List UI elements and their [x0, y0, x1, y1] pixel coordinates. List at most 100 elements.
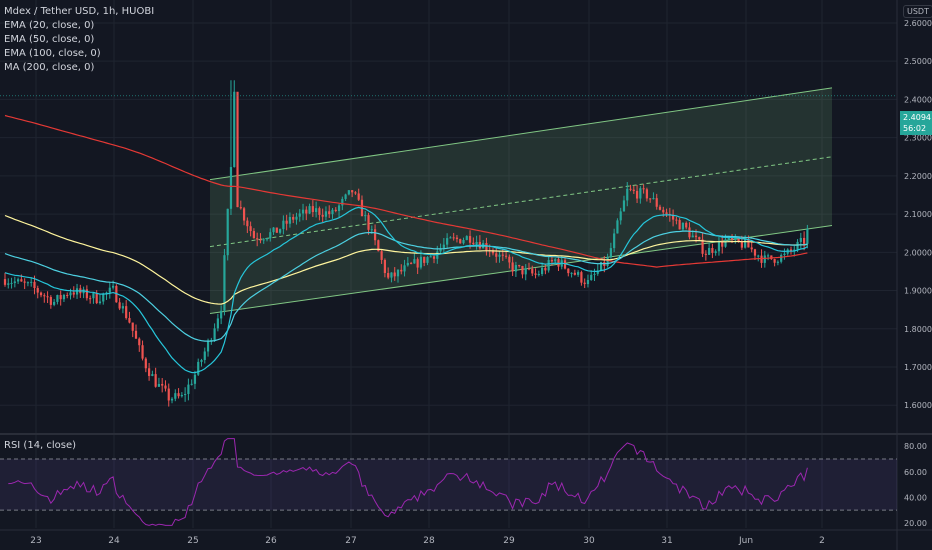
candle-body	[324, 211, 328, 217]
bar-countdown: 56:02	[903, 124, 927, 133]
candle-body	[681, 222, 685, 230]
candle-body	[357, 193, 360, 200]
candle-body	[799, 237, 802, 242]
candle-body	[541, 267, 544, 275]
candle-body	[170, 398, 174, 401]
candle-body	[56, 295, 59, 302]
candle-body	[102, 293, 105, 302]
candle-body	[46, 296, 49, 298]
legend-ema100[interactable]: EMA (100, close, 0)	[4, 48, 101, 59]
candle-body	[62, 294, 66, 300]
candle-body	[724, 239, 727, 247]
candle-body	[292, 217, 295, 220]
candle-body	[95, 292, 98, 304]
candle-body	[203, 351, 206, 360]
candle-body	[423, 256, 426, 263]
currency-badge[interactable]: USDT	[903, 5, 932, 18]
price-axis[interactable]: 2.6000 2.5000 2.4000 2.3000 2.2000 2.1000 2.00…	[904, 19, 932, 528]
candle-body	[501, 254, 504, 256]
candle-body	[174, 393, 177, 399]
candle-body	[23, 281, 26, 283]
candle-body	[704, 253, 707, 255]
candle-body	[30, 281, 33, 283]
candle-body	[347, 190, 350, 195]
rsi-tick-label: 40.00	[904, 493, 927, 502]
candle-body	[629, 188, 632, 190]
legend-ma200[interactable]: MA (200, close, 0)	[4, 62, 95, 73]
candle-body	[583, 282, 586, 285]
candle-body	[318, 208, 321, 215]
candle-body	[419, 256, 423, 268]
rsi-tick-label: 80.00	[904, 442, 927, 451]
candle-body	[613, 233, 616, 249]
candle-body	[462, 239, 465, 244]
candle-body	[780, 255, 783, 262]
candle-body	[354, 192, 357, 194]
candle-body	[655, 198, 658, 207]
channel-fill	[210, 87, 832, 314]
candle-body	[747, 238, 750, 248]
candle-body	[373, 229, 377, 241]
candle-body	[118, 302, 121, 309]
price-tick-label: 2.4000	[904, 95, 932, 104]
candle-body	[144, 358, 147, 369]
legend-ema20[interactable]: EMA (20, close, 0)	[4, 20, 95, 31]
candles[interactable]	[3, 80, 809, 407]
rsi-pane	[0, 438, 897, 526]
candle-body	[279, 229, 282, 233]
candle-body	[511, 262, 514, 272]
rsi-legend[interactable]: RSI (14, close)	[4, 440, 77, 451]
candle-body	[514, 265, 517, 272]
candle-body	[282, 220, 285, 230]
candle-body	[187, 384, 190, 395]
candle-body	[148, 368, 151, 376]
candle-body	[161, 383, 164, 386]
candle-body	[744, 238, 747, 248]
candle-body	[426, 257, 429, 263]
candle-body	[763, 255, 766, 263]
channel-upper-line	[209, 87, 833, 181]
candle-body	[580, 272, 583, 283]
price-channel[interactable]	[209, 87, 833, 314]
candle-body	[698, 237, 701, 240]
time-tick-label: 30	[583, 536, 595, 546]
candle-body	[390, 272, 393, 278]
candle-body	[128, 318, 131, 323]
time-axis[interactable]: 23 24 25 26 27 28 29 30 31 Jun 2	[30, 536, 825, 546]
candle-body	[275, 227, 278, 233]
candle-body	[721, 241, 724, 247]
candle-body	[85, 289, 88, 299]
candle-body	[783, 253, 786, 256]
candle-body	[367, 215, 370, 230]
candle-body	[711, 248, 714, 253]
ema20-line	[4, 206, 808, 374]
candle-body	[694, 235, 698, 238]
candle-body	[98, 301, 102, 304]
candle-body	[138, 338, 141, 346]
candle-body	[269, 232, 272, 239]
legend-ema50[interactable]: EMA (50, close, 0)	[4, 34, 95, 45]
candle-body	[265, 238, 269, 240]
candle-body	[216, 318, 219, 329]
candle-body	[701, 239, 704, 254]
candle-body	[301, 209, 305, 214]
candle-body	[121, 306, 124, 309]
price-tick-label: 2.6000	[904, 19, 932, 28]
candle-body	[305, 209, 308, 214]
candle-body	[49, 296, 52, 305]
candle-body	[734, 237, 737, 240]
candle-body	[236, 91, 239, 208]
candle-body	[495, 253, 498, 257]
candle-body	[737, 237, 740, 242]
price-tick-label: 1.8000	[904, 325, 932, 334]
candle-body	[10, 282, 13, 284]
candle-body	[675, 219, 678, 221]
candle-body	[468, 236, 472, 243]
candle-body	[393, 272, 396, 277]
last-price: 2.4094	[903, 113, 931, 122]
rsi-tick-label: 20.00	[904, 519, 927, 528]
rsi-line	[8, 438, 808, 526]
candle-body	[406, 262, 409, 266]
candle-body	[180, 395, 183, 397]
